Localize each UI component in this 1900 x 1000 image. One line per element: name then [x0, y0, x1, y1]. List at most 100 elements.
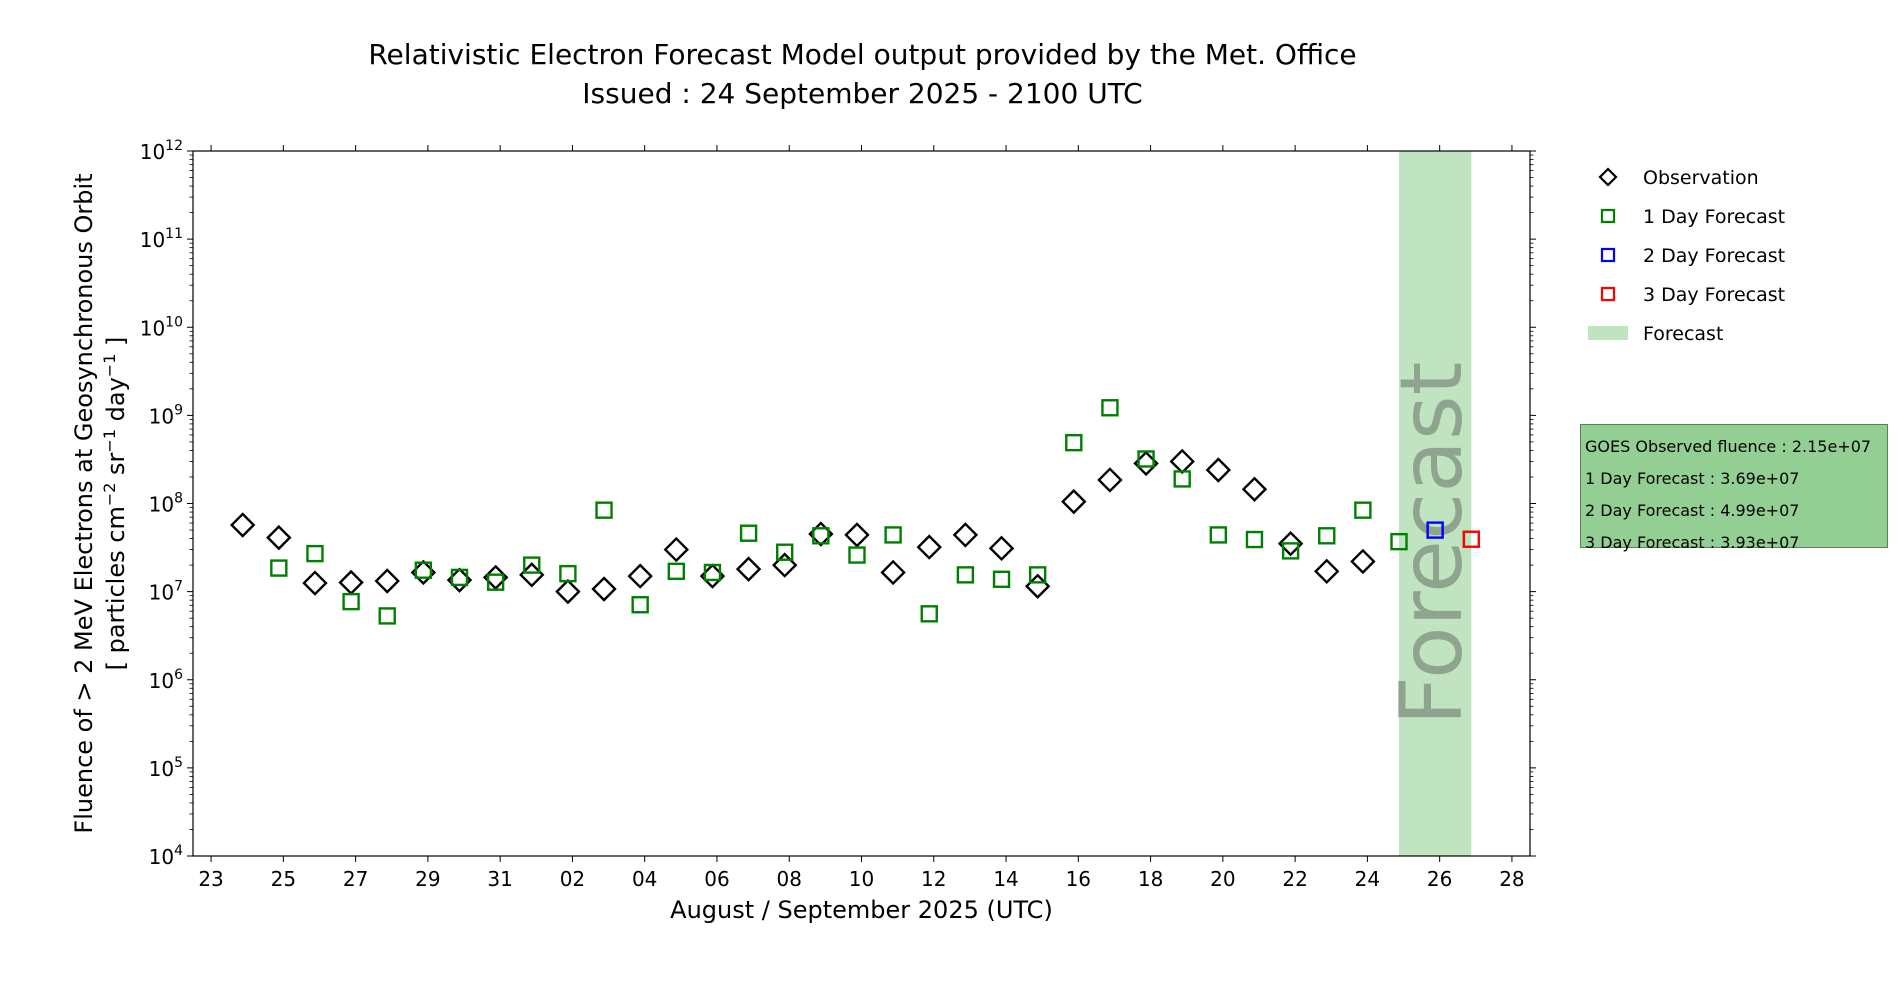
1-day-forecast-point — [667, 562, 686, 581]
y-tick-label: 107 — [149, 579, 183, 605]
1-day-forecast-point — [848, 546, 866, 564]
observation-point — [880, 559, 906, 586]
2-day-forecast-point — [1426, 521, 1444, 539]
observation-point — [1061, 488, 1087, 515]
1-day-forecast-point — [595, 501, 613, 519]
1-day-forecast-point — [1281, 542, 1300, 560]
1-day-forecast-point — [1318, 527, 1336, 545]
observation-point — [266, 524, 292, 551]
observation-point — [338, 569, 364, 596]
1-day-forecast-point — [1173, 470, 1191, 488]
x-tick-label: 06 — [704, 867, 729, 891]
1-day-forecast-point — [776, 543, 794, 561]
x-tick-label: 26 — [1427, 867, 1452, 891]
plot-frame — [192, 150, 1531, 857]
y-axis-label-part: sr — [102, 452, 130, 482]
1-day-forecast-point — [1137, 450, 1155, 468]
y-tick-base: 10 — [149, 757, 174, 781]
observation-point — [627, 563, 653, 589]
y-tick-exponent: 12 — [165, 138, 183, 154]
observation-point — [663, 536, 690, 563]
y-tick-exponent: 8 — [174, 491, 183, 507]
legend-label-3-day-forecast: 3 Day Forecast — [1643, 284, 1785, 306]
x-tick-label: 14 — [993, 867, 1018, 891]
y-axis-label-line1: Fluence of > 2 MeV Electrons at Geosynch… — [70, 173, 98, 833]
1-day-forecast-point — [1065, 433, 1083, 452]
observation-point — [1241, 476, 1268, 502]
y-tick-label: 109 — [149, 402, 183, 428]
legend-label-1-day-forecast: 1 Day Forecast — [1643, 206, 1785, 228]
y-axis-label-exponent: −1 — [100, 429, 119, 453]
info-1-day-forecast: 1 Day Forecast : 3.69e+07 — [1585, 469, 1800, 488]
x-axis-label: August / September 2025 (UTC) — [670, 896, 1053, 924]
1-day-forecast-point — [1209, 526, 1228, 544]
observation-point — [1350, 548, 1376, 575]
y-tick-exponent: 9 — [174, 402, 183, 418]
x-tick-label: 24 — [1355, 867, 1380, 891]
observation-point — [1314, 558, 1340, 585]
1-day-forecast-point — [812, 527, 830, 545]
x-tick-label: 20 — [1210, 867, 1235, 891]
y-tick-label: 105 — [149, 755, 183, 781]
y-tick-base: 10 — [149, 669, 174, 693]
legend-swatch-observation — [1598, 167, 1618, 187]
observation-point — [735, 556, 762, 582]
y-tick-exponent: 10 — [165, 314, 183, 330]
1-day-forecast-point — [378, 607, 396, 625]
x-tick-label: 16 — [1066, 867, 1091, 891]
y-tick-exponent: 6 — [174, 667, 183, 683]
y-tick-label: 104 — [149, 843, 183, 869]
info-2-day-forecast: 2 Day Forecast : 4.99e+07 — [1585, 501, 1800, 520]
1-day-forecast-point — [1390, 532, 1408, 551]
x-tick-label: 12 — [921, 867, 946, 891]
y-tick-base: 10 — [140, 140, 165, 164]
y-tick-label: 108 — [149, 491, 183, 517]
y-axis-label-part: day — [102, 377, 130, 429]
y-axis-label-part: [ particles cm — [102, 506, 130, 670]
x-tick-label: 10 — [849, 867, 874, 891]
y-axis-label-exponent: −2 — [100, 483, 119, 507]
x-tick-label: 25 — [271, 867, 296, 891]
1-day-forecast-point — [703, 563, 722, 582]
1-day-forecast-point — [486, 573, 505, 591]
observation-point — [916, 534, 942, 560]
info-3-day-forecast: 3 Day Forecast : 3.93e+07 — [1585, 533, 1800, 552]
observation-point — [302, 570, 328, 596]
legend-label-2-day-forecast: 2 Day Forecast — [1643, 245, 1785, 267]
observation-point — [1277, 530, 1304, 557]
observation-point — [374, 568, 400, 594]
x-tick-label: 28 — [1499, 867, 1524, 891]
y-tick-exponent: 11 — [165, 226, 183, 242]
info-observed-fluence: GOES Observed fluence : 2.15e+07 — [1585, 437, 1872, 456]
y-tick-base: 10 — [149, 581, 174, 605]
y-tick-base: 10 — [140, 316, 165, 340]
1-day-forecast-point — [414, 561, 433, 579]
legend-swatch-2-day-forecast — [1600, 247, 1616, 263]
observation-point — [1205, 457, 1232, 483]
y-tick-exponent: 4 — [174, 843, 183, 859]
1-day-forecast-point — [1101, 399, 1119, 417]
observation-point — [591, 576, 617, 602]
observation-point — [1169, 448, 1195, 475]
1-day-forecast-point — [523, 556, 541, 574]
1-day-forecast-point — [450, 568, 469, 587]
forecast-band — [1399, 151, 1472, 856]
y-tick-exponent: 5 — [174, 755, 183, 771]
chart-subtitle: Issued : 24 September 2025 - 2100 UTC — [582, 77, 1143, 110]
1-day-forecast-point — [739, 524, 758, 542]
x-tick-label: 29 — [415, 867, 440, 891]
observation-point — [1097, 467, 1123, 493]
y-tick-label: 1010 — [140, 314, 183, 340]
1-day-forecast-point — [342, 592, 360, 611]
y-axis-label-part: ] — [102, 337, 130, 354]
y-tick-base: 10 — [149, 404, 174, 428]
y-tick-base: 10 — [149, 493, 174, 517]
forecast-band-label: Forecast — [1382, 362, 1482, 726]
observation-point — [229, 512, 256, 538]
x-tick-label: 02 — [560, 867, 585, 891]
chart-title: Relativistic Electron Forecast Model out… — [368, 38, 1357, 71]
1-day-forecast-point — [1245, 530, 1264, 549]
observation-point — [555, 578, 581, 605]
